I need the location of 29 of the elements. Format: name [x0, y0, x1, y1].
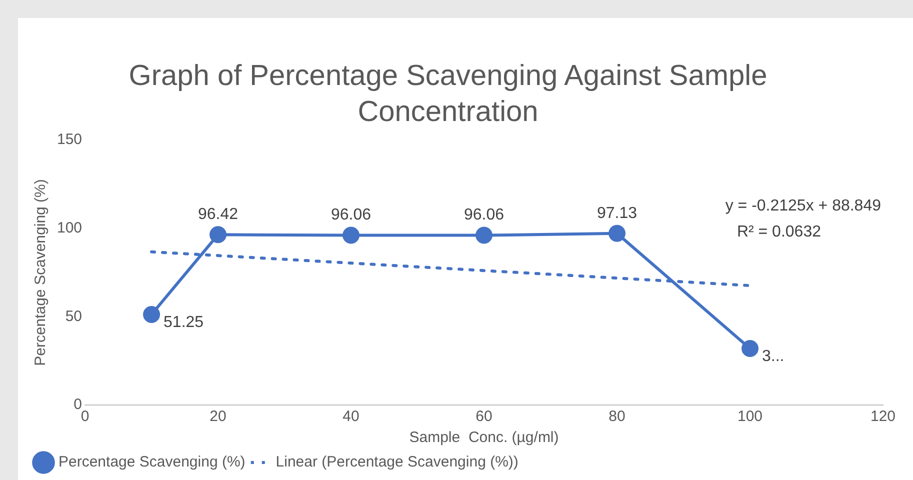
x-axis-title: Sample Conc. (µg/ml): [409, 429, 559, 446]
data-label: 97.13: [596, 204, 638, 222]
y-tick-label: 100: [56, 219, 82, 236]
x-tick-label: 20: [210, 408, 226, 426]
data-label: 51.25: [164, 314, 204, 331]
x-tick-label: 100: [737, 408, 763, 426]
y-tick-label: 50: [65, 308, 82, 325]
point: [742, 340, 759, 357]
annotation: R² = 0.0632: [736, 223, 822, 240]
data-label: 96.42: [198, 206, 238, 224]
chart-title: Graph of Percentage Scavenging Against Sample Concentration: [128, 59, 768, 130]
y-axis-title: Percentage Scavenging (%): [32, 179, 50, 366]
point: [476, 226, 493, 244]
x-tick-label: 80: [608, 408, 626, 426]
annotation: y = -0.2125x + 88.849: [725, 197, 882, 214]
point: [342, 226, 360, 244]
x-tick-label: 60: [476, 408, 492, 426]
data-label: 96.06: [464, 206, 504, 224]
data-label: 96.06: [330, 206, 372, 224]
point: [210, 226, 227, 244]
y-tick-label: 150: [56, 131, 82, 148]
legend-label: Linear (Percentage Scavenging (%)): [276, 454, 518, 471]
y-tick-label: 0: [74, 396, 82, 414]
point: [608, 224, 626, 242]
legend-label: Percentage Scavenging (%): [58, 454, 246, 471]
point: [143, 306, 160, 323]
x-tick-label: 40: [342, 408, 360, 426]
data-label: 3...: [762, 348, 784, 365]
x-tick-label: 120: [870, 408, 896, 426]
